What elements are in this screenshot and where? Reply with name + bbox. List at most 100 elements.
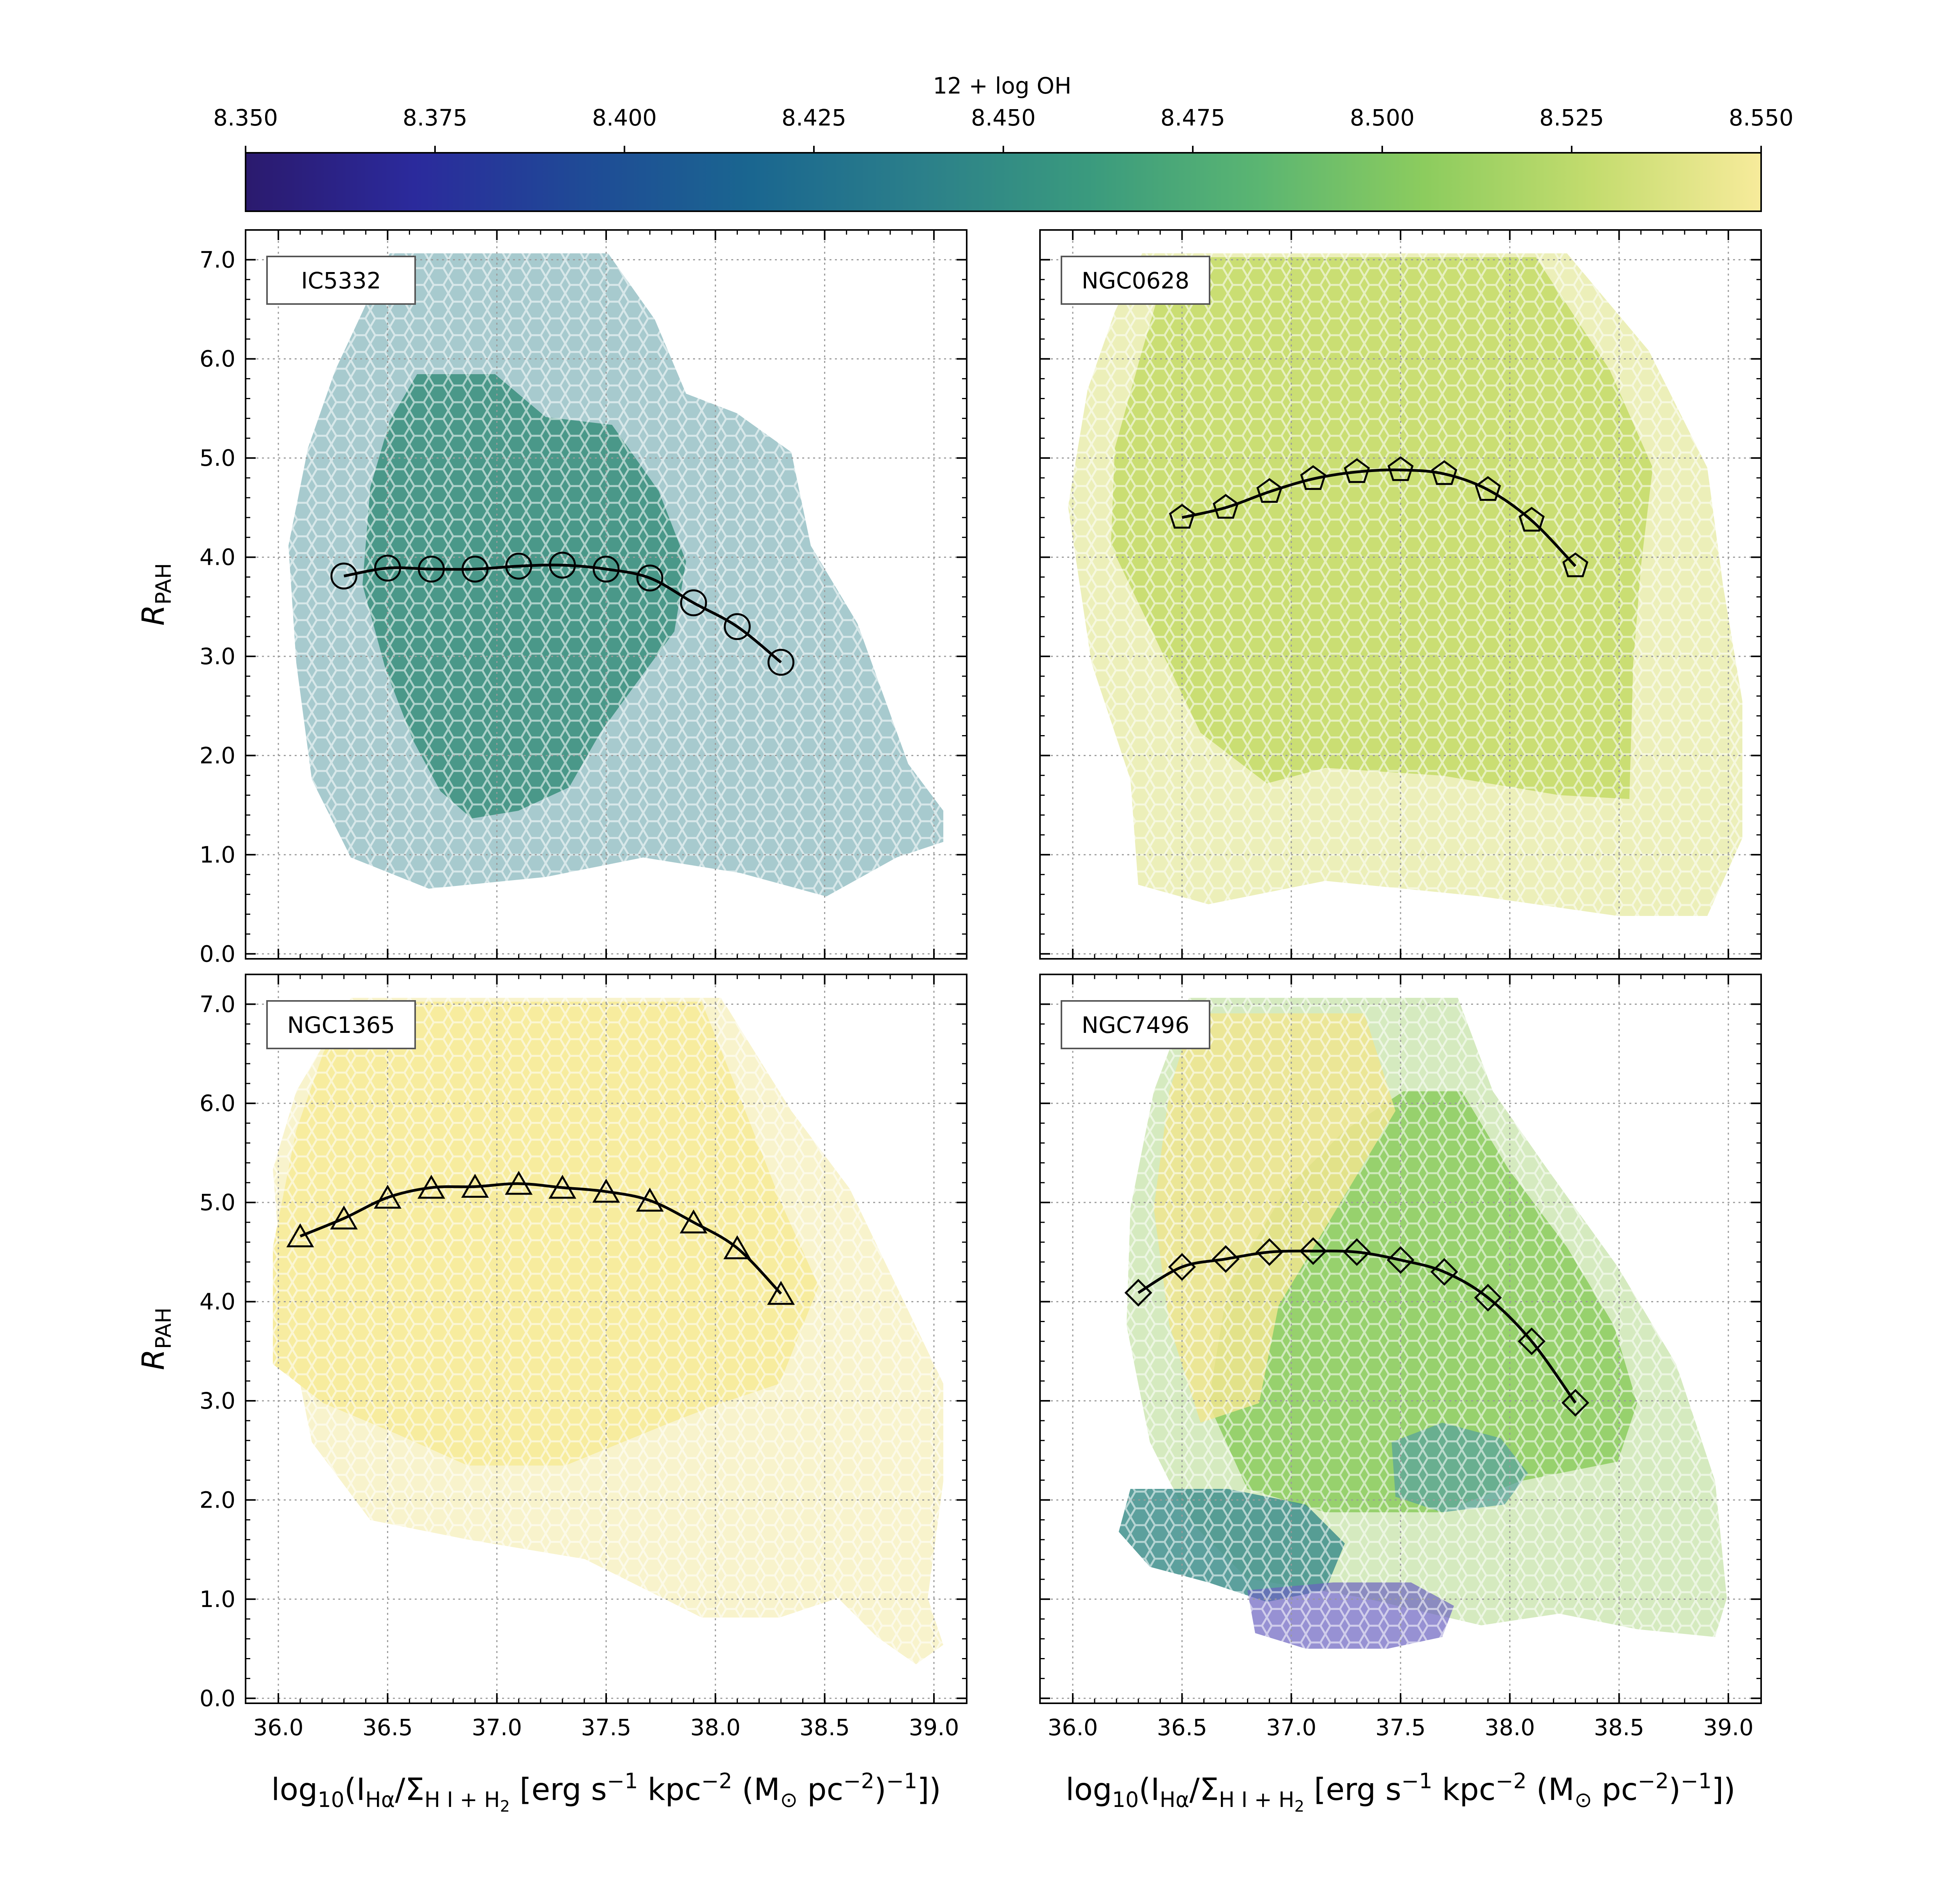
x-axis-title-part: −2 xyxy=(1638,1769,1669,1793)
trend-line xyxy=(1181,468,1577,567)
y-tick-label: 1.0 xyxy=(200,842,235,868)
data-point xyxy=(1256,1238,1284,1266)
y-tick-label: 3.0 xyxy=(200,643,235,670)
panel-ngc7496: 36.0 36.5 37.0 37.5 38.0 38.5 39.0 NGC7496 xyxy=(1039,974,1762,1741)
x-axis-title-part: [erg s xyxy=(510,1772,607,1807)
data-point xyxy=(462,555,489,583)
data-point xyxy=(1475,476,1501,501)
data-point xyxy=(680,589,707,617)
panel-label: NGC1365 xyxy=(266,1000,416,1049)
data-point xyxy=(1431,460,1457,485)
x-axis-title-part: (I xyxy=(1139,1772,1160,1807)
x-axis-title-part: ⊙ xyxy=(780,1787,798,1812)
grid xyxy=(246,230,967,959)
markers xyxy=(1124,1237,1590,1417)
data-point xyxy=(679,1209,707,1234)
grid xyxy=(246,974,967,1703)
panel-label-box xyxy=(266,1000,416,1049)
x-axis-title-part: ]) xyxy=(917,1772,941,1807)
x-axis-title-part: kpc xyxy=(1433,1772,1496,1807)
xlabel-right: log10(IHα/ΣH I + H2 [erg s−1 kpc−2 (M⊙ p… xyxy=(1066,1769,1735,1816)
panel-ngc0628: NGC0628 xyxy=(1039,229,1762,960)
x-tick-label: 38.5 xyxy=(799,1714,850,1741)
ticks xyxy=(1040,230,1761,959)
x-tick-label: 39.0 xyxy=(909,1714,959,1741)
y-tick-label: 1.0 xyxy=(200,1586,235,1612)
x-tick-label: 36.0 xyxy=(253,1714,304,1741)
x-tick-label: 39.0 xyxy=(1703,1714,1753,1741)
data-point xyxy=(1562,552,1588,577)
data-point xyxy=(1256,478,1283,503)
y-tick-label: 6.0 xyxy=(200,1090,235,1117)
y-tick-label: 2.0 xyxy=(200,1487,235,1513)
colorbar-tick-label: 8.400 xyxy=(592,104,657,131)
colorbar-gradient xyxy=(245,152,1762,212)
ylabel-main: R xyxy=(136,605,171,626)
trend-line xyxy=(1137,1250,1577,1404)
y-tick-label: 2.0 xyxy=(200,742,235,769)
panel-label-box xyxy=(1061,1000,1210,1049)
x-axis-title-part: −1 xyxy=(886,1769,918,1793)
x-axis-title: log10(IHα/ΣH I + H2 [erg s−1 kpc−2 (M⊙ p… xyxy=(271,1769,941,1816)
data-point xyxy=(286,1223,314,1248)
colorbar: 12 + log OH 8.350 8.375 8.400 8.425 8.450 8.4… xyxy=(213,72,1793,212)
x-axis-title-part: pc xyxy=(798,1772,843,1807)
ylabel-main: R xyxy=(136,1349,171,1370)
x-tick-label: 37.0 xyxy=(1266,1714,1316,1741)
colorbar-tick-label: 8.350 xyxy=(213,104,278,131)
panel-label-text: IC5332 xyxy=(301,267,381,294)
data-point xyxy=(723,613,751,640)
x-axis-title-part: /Σ xyxy=(395,1772,424,1807)
data-point xyxy=(1474,1283,1502,1312)
data-point xyxy=(1344,458,1370,483)
x-axis-title-part: −1 xyxy=(1401,1769,1433,1793)
data-point xyxy=(1211,1245,1240,1273)
colorbar-tick-label: 8.525 xyxy=(1539,104,1604,131)
panel-label-text: NGC0628 xyxy=(1082,267,1189,294)
y-tick-label: 4.0 xyxy=(200,1289,235,1315)
x-axis-title-part: ) xyxy=(874,1772,886,1807)
y-tick-label: 4.0 xyxy=(200,544,235,571)
colorbar-tick-label: 8.550 xyxy=(1729,104,1793,131)
x-axis-title-part: (I xyxy=(345,1772,365,1807)
data-point xyxy=(1213,494,1239,519)
ticks xyxy=(246,974,967,1703)
x-axis-title-part: (M xyxy=(732,1772,780,1807)
colorbar-ticks xyxy=(245,146,1762,153)
data-point xyxy=(1169,504,1195,529)
x-axis-title-part: H I + H xyxy=(1219,1787,1295,1812)
data-point xyxy=(592,1179,620,1203)
markers xyxy=(330,552,794,676)
data-point xyxy=(1387,456,1414,481)
panel-ic5332: 0.0 1.0 2.0 3.0 4.0 5.0 6.0 7.0 IC5332 xyxy=(200,229,967,967)
x-axis-title-part: −2 xyxy=(1496,1769,1527,1793)
panel-label-text: NGC7496 xyxy=(1082,1012,1189,1038)
markers xyxy=(1169,456,1588,577)
grid xyxy=(1040,230,1761,959)
colorbar-tick-label: 8.425 xyxy=(782,104,846,131)
data-point xyxy=(767,649,794,676)
x-axis-title-part: log xyxy=(271,1772,318,1807)
x-axis-title-part: H I + H xyxy=(424,1787,500,1812)
x-axis-title-part: −1 xyxy=(607,1769,638,1793)
panel-ngc7496-hexbins xyxy=(1040,974,1761,1703)
data-point xyxy=(636,1188,664,1212)
x-axis-title-part: ]) xyxy=(1712,1772,1735,1807)
data-point xyxy=(767,1281,795,1305)
x-axis-title: log10(IHα/ΣH I + H2 [erg s−1 kpc−2 (M⊙ p… xyxy=(1066,1769,1735,1816)
data-point xyxy=(1517,1327,1546,1355)
x-axis-title-part: ) xyxy=(1669,1772,1680,1807)
svg-text:RPAH: RPAH xyxy=(136,1308,176,1370)
data-point xyxy=(374,555,401,582)
x-axis-title-part: 10 xyxy=(1112,1787,1139,1812)
x-tick-label: 37.5 xyxy=(581,1714,631,1741)
ylabel-sub: PAH xyxy=(151,1308,176,1349)
x-axis-title-part: pc xyxy=(1592,1772,1638,1807)
y-tick-label: 5.0 xyxy=(200,445,235,471)
ticks xyxy=(1040,974,1761,1703)
colorbar-tick-labels: 8.350 8.375 8.400 8.425 8.450 8.475 8.500 8.525… xyxy=(213,104,1793,131)
y-tick-label: 6.0 xyxy=(200,346,235,372)
colorbar-tick-label: 8.475 xyxy=(1160,104,1225,131)
x-tick-label: 38.5 xyxy=(1594,1714,1644,1741)
